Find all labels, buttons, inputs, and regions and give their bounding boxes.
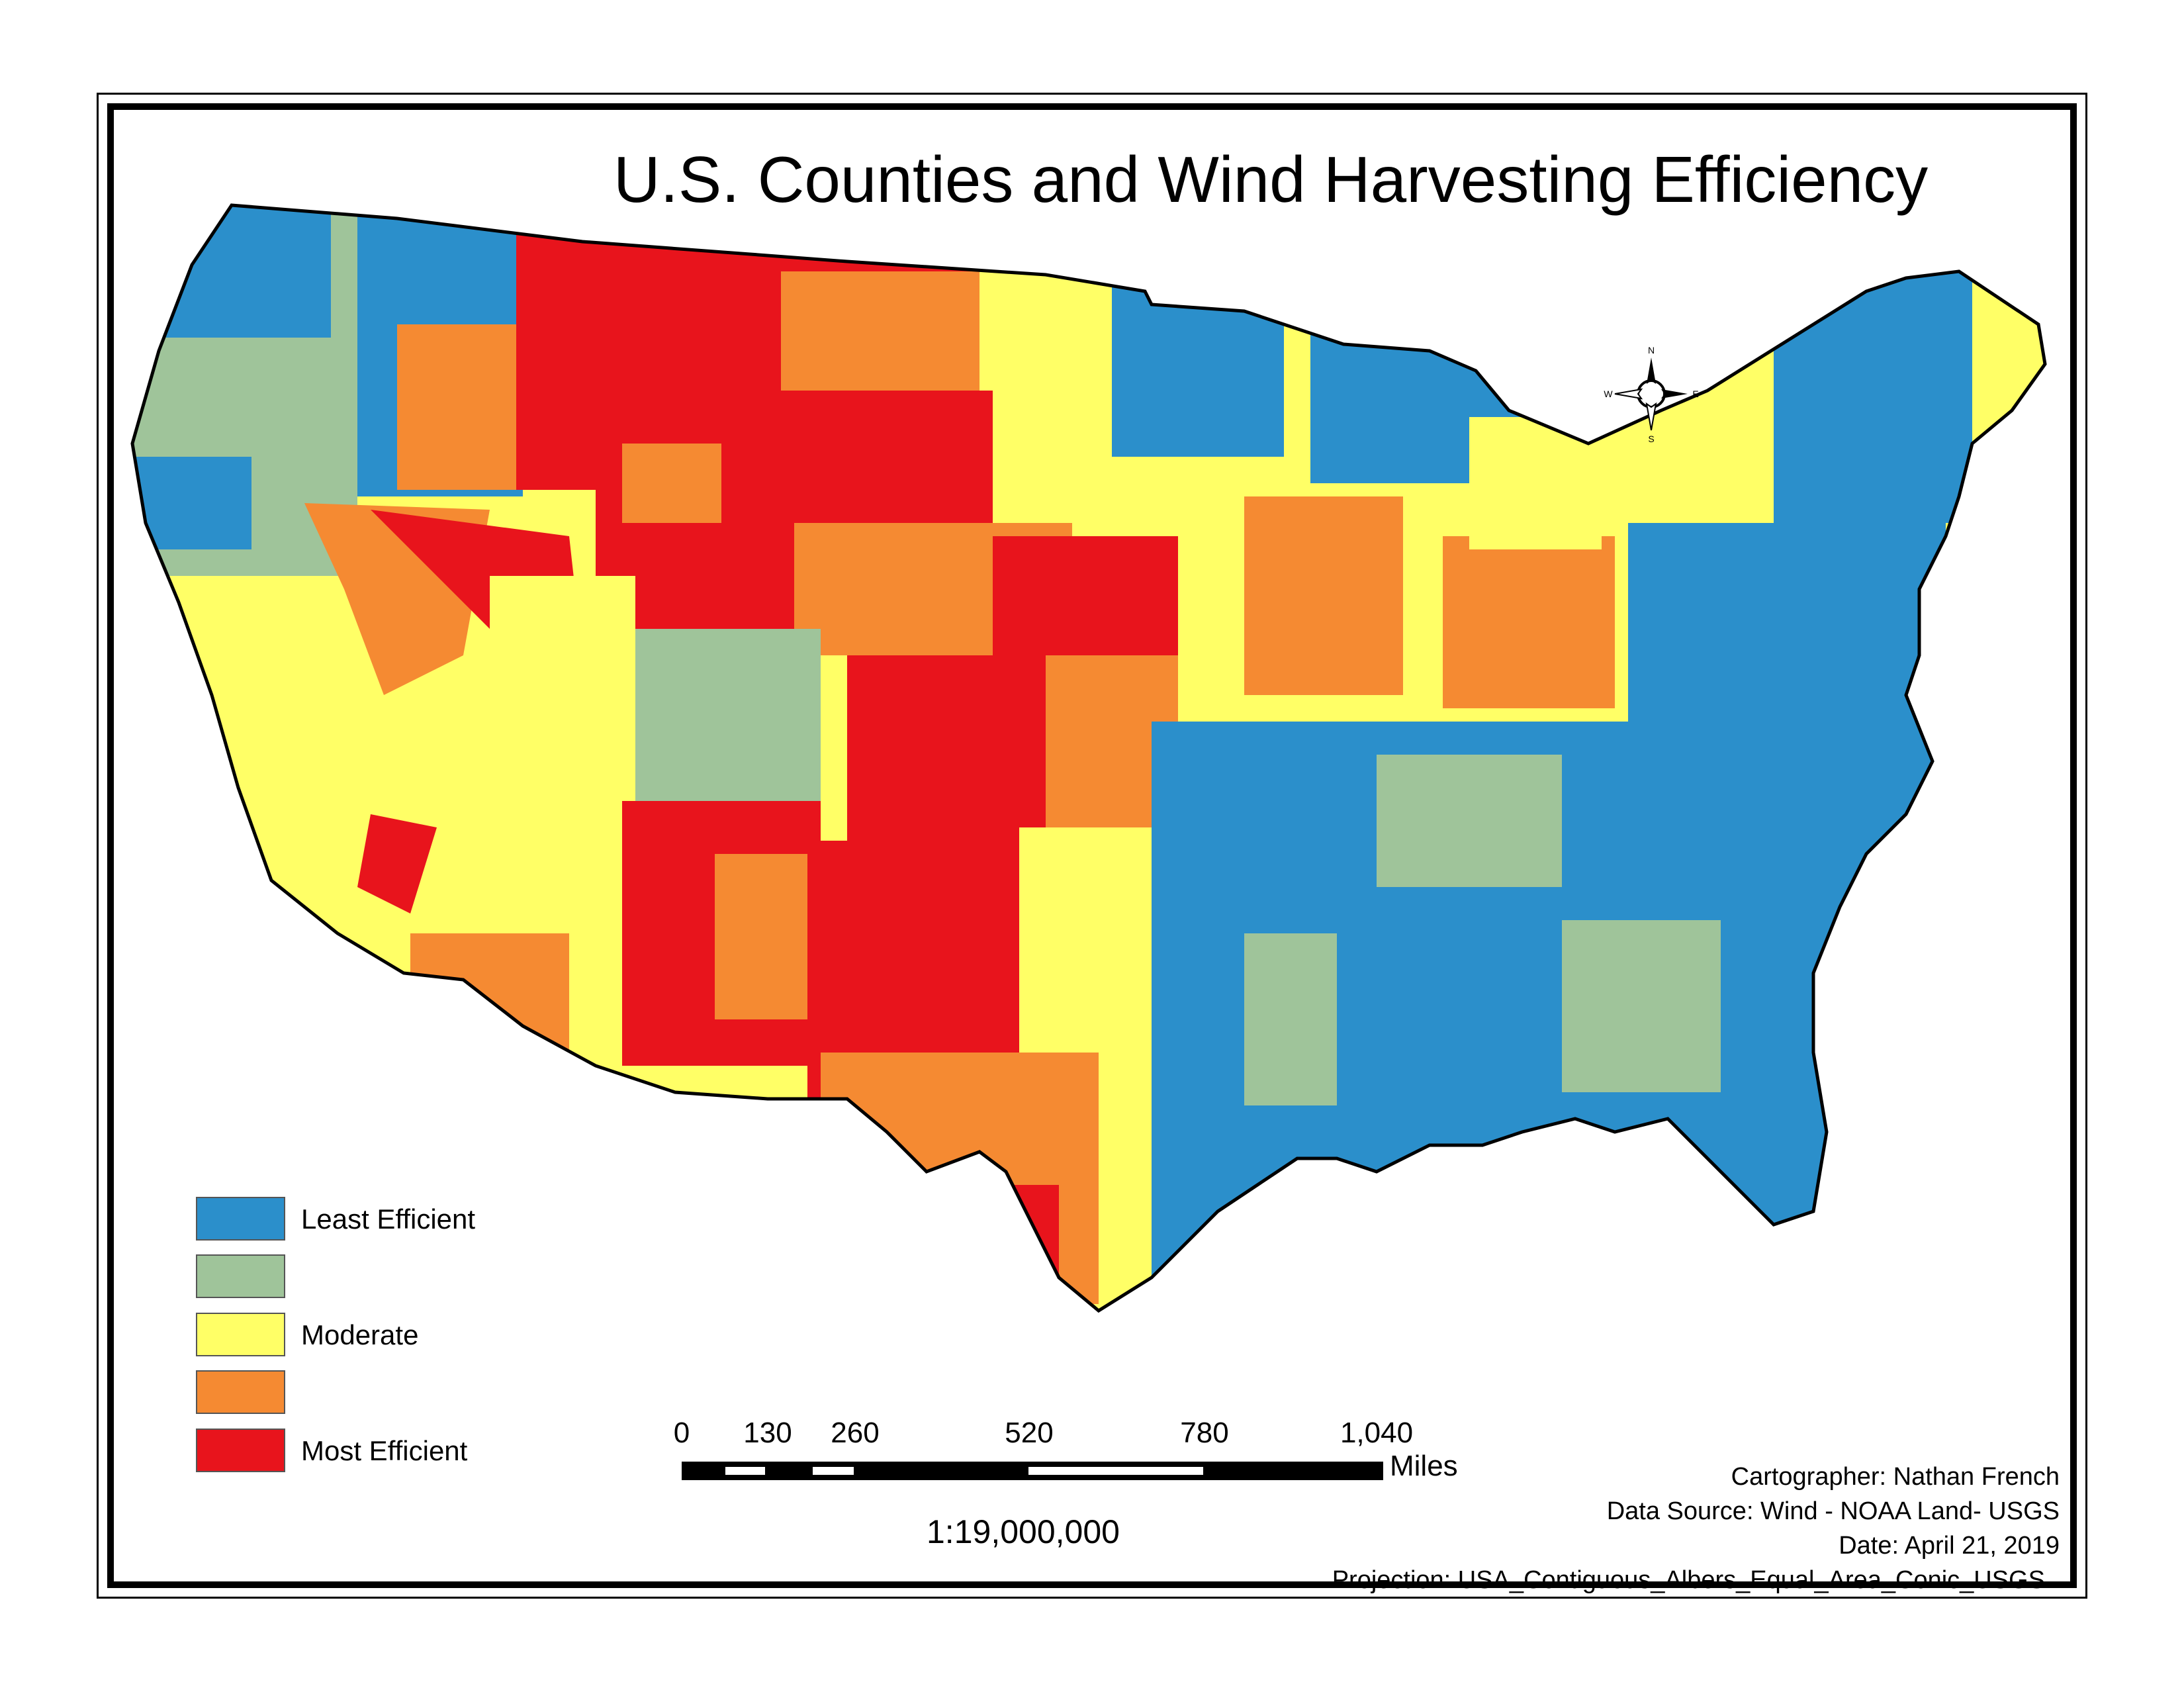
legend-swatch-low bbox=[196, 1254, 285, 1298]
region-lower-michigan bbox=[1469, 417, 1602, 549]
region-new-england bbox=[1774, 258, 1972, 523]
compass-s: S bbox=[1648, 434, 1654, 444]
scale-units: Miles bbox=[1390, 1450, 1458, 1482]
scale-tick-130: 130 bbox=[743, 1417, 792, 1449]
legend-swatch-moderate bbox=[196, 1313, 285, 1356]
region-indiana-ohio bbox=[1443, 536, 1615, 708]
region-mojave bbox=[357, 814, 437, 914]
scale-tick-1040: 1,040 bbox=[1340, 1417, 1414, 1449]
scale-tick-780: 780 bbox=[1180, 1417, 1229, 1449]
scale-tick-260: 260 bbox=[831, 1417, 880, 1449]
map-outer-frame bbox=[97, 93, 2087, 1599]
compass-n: N bbox=[1648, 345, 1655, 355]
scale-bar-graphic bbox=[682, 1462, 1383, 1480]
legend-label-moderate: Moderate bbox=[301, 1319, 419, 1350]
compass-e: E bbox=[1692, 389, 1698, 399]
legend-swatch-most bbox=[196, 1429, 285, 1472]
region-nd bbox=[781, 271, 979, 404]
credit-cartographer: Cartographer: Nathan French bbox=[1731, 1463, 2060, 1491]
us-outline bbox=[130, 203, 2047, 1313]
region-kentucky bbox=[1377, 755, 1562, 887]
region-wa-coast bbox=[159, 205, 331, 338]
region-minnesota bbox=[1112, 258, 1284, 457]
credit-date: Date: April 21, 2019 bbox=[1839, 1532, 2060, 1560]
region-mississippi-valley bbox=[1244, 933, 1337, 1105]
credit-projection: Projection: USA_Contiguous_Albers_Equal_… bbox=[1332, 1566, 2045, 1594]
region-utah bbox=[490, 576, 635, 814]
region-kansas bbox=[847, 655, 1072, 854]
region-sd bbox=[781, 391, 993, 523]
legend-label-least: Least Efficient bbox=[301, 1203, 476, 1235]
map-inner-frame bbox=[107, 103, 2077, 1588]
credit-data-source: Data Source: Wind - NOAA Land- USGS bbox=[1606, 1497, 2060, 1525]
compass-rose-icon: N S W E bbox=[1604, 345, 1698, 444]
region-georgia bbox=[1562, 920, 1721, 1092]
region-northeast bbox=[1628, 523, 1946, 788]
region-colorado bbox=[635, 629, 821, 801]
scale-tick-0: 0 bbox=[673, 1417, 690, 1449]
scale-ratio: 1:19,000,000 bbox=[927, 1513, 1120, 1550]
compass-w: W bbox=[1604, 389, 1613, 399]
scale-tick-520: 520 bbox=[1005, 1417, 1054, 1449]
region-or-coast bbox=[132, 457, 251, 549]
legend-swatch-least bbox=[196, 1197, 285, 1241]
region-illinois bbox=[1244, 496, 1403, 695]
legend-swatch-high bbox=[196, 1370, 285, 1414]
region-oklahoma-east bbox=[1019, 827, 1152, 1026]
us-county-map bbox=[130, 203, 2047, 1313]
legend-label-most: Most Efficient bbox=[301, 1435, 468, 1466]
map-title: U.S. Counties and Wind Harvesting Effici… bbox=[613, 143, 1929, 216]
region-wy-west bbox=[622, 444, 721, 523]
region-idaho-south bbox=[397, 324, 529, 490]
